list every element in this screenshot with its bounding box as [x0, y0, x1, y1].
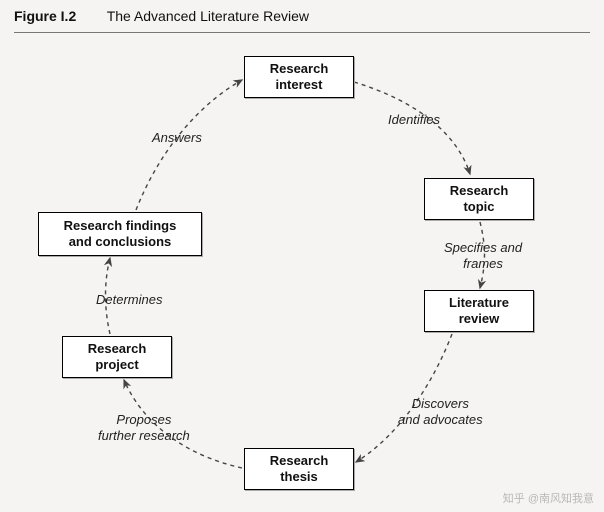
arrow-layer: [0, 40, 604, 512]
node-label: Research thesis: [270, 453, 329, 486]
edge-label-topic-litrev: Specifies and frames: [444, 240, 522, 271]
figure-header: Figure I.2 The Advanced Literature Revie…: [14, 8, 590, 33]
node-interest: Research interest: [244, 56, 354, 98]
node-topic: Research topic: [424, 178, 534, 220]
node-label: Literature review: [449, 295, 509, 328]
edge-label-interest-topic: Identifies: [388, 112, 440, 128]
figure-title: The Advanced Literature Review: [107, 8, 309, 24]
edge-label-thesis-project: Proposes further research: [98, 412, 190, 443]
edge-label-litrev-thesis: Discovers and advocates: [398, 396, 483, 427]
edge-label-findings-interest: Answers: [152, 130, 202, 146]
node-label: Research project: [88, 341, 147, 374]
node-label: Research findings and conclusions: [64, 218, 177, 251]
diagram-canvas: Research interest Research topic Literatur…: [0, 40, 604, 512]
figure-number: Figure I.2: [14, 8, 76, 24]
node-thesis: Research thesis: [244, 448, 354, 490]
node-label: Research interest: [270, 61, 329, 94]
node-label: Research topic: [450, 183, 509, 216]
edge-interest-to-topic: [354, 82, 470, 174]
node-litrev: Literature review: [424, 290, 534, 332]
node-project: Research project: [62, 336, 172, 378]
watermark: 知乎 @南风知我意: [503, 490, 594, 506]
node-findings: Research findings and conclusions: [38, 212, 202, 256]
edge-label-project-findings: Determines: [96, 292, 162, 308]
